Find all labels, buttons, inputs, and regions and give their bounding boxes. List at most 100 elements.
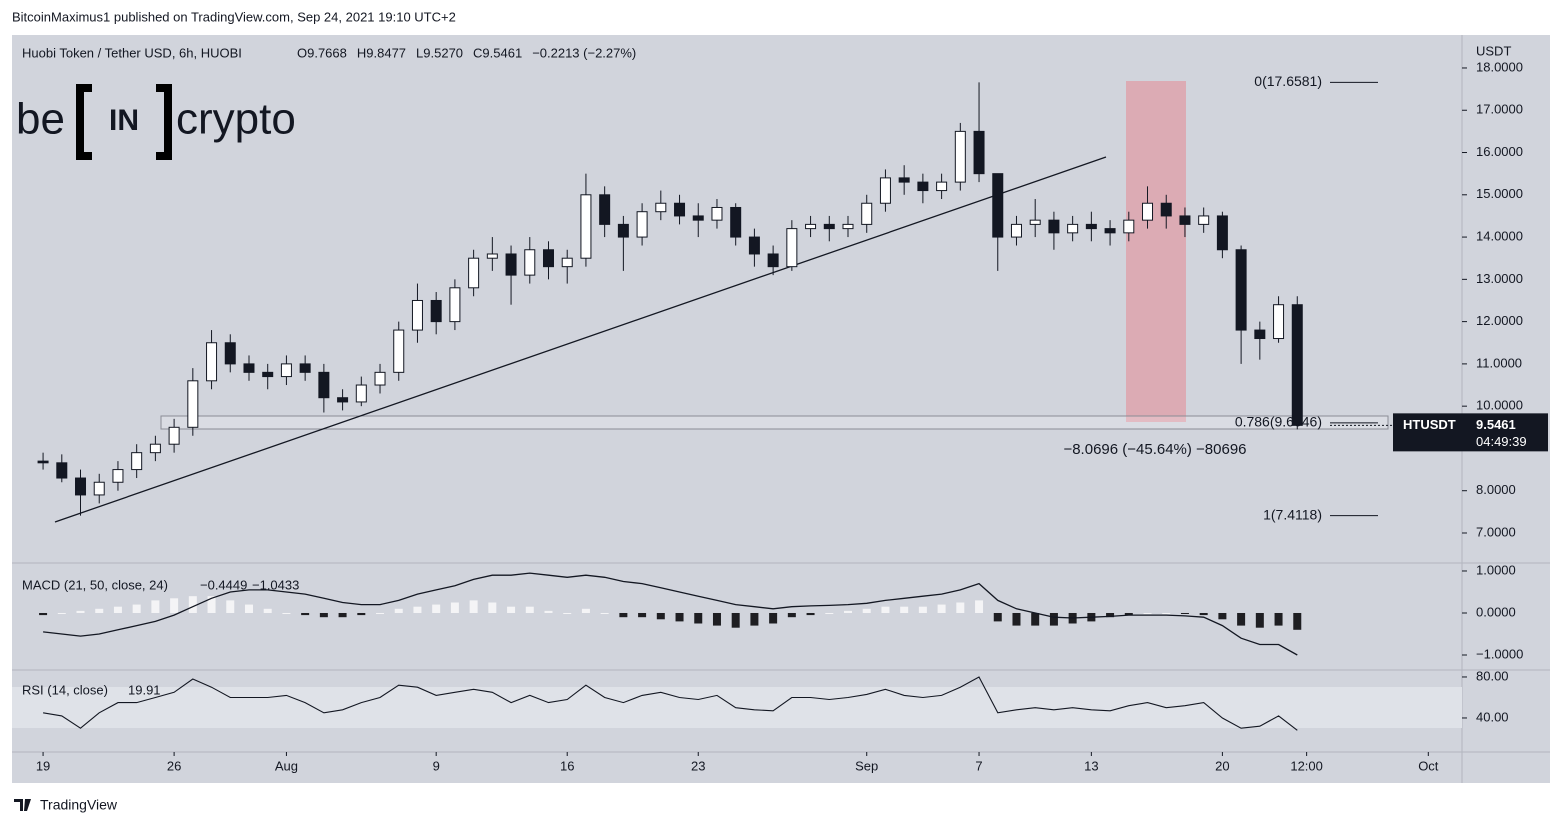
macd-histogram-bar [188,596,197,613]
candle-body [355,384,367,403]
candle-body [898,177,910,183]
logo-text: crypto [176,95,296,144]
candle-body [861,202,873,225]
candle-body [1216,215,1228,251]
support-box [160,415,1389,430]
candle-body [1235,249,1247,331]
price-tag-countdown: 04:49:39 [1476,434,1527,449]
macd-histogram-bar [226,600,235,613]
candle-body [187,380,199,428]
candle-body [468,257,480,289]
macd-histogram-bar [862,608,871,613]
macd-histogram-bar [956,602,965,613]
candle-body [1179,215,1191,225]
macd-histogram-bar [170,598,179,613]
rsi-label: RSI (14, close) [22,682,108,697]
symbol-title: Huobi Token / Tether USD, 6h, HUOBI [22,45,242,60]
macd-histogram-bar [1124,612,1133,616]
macd-histogram-bar [132,604,141,613]
x-tick-label: Oct [1418,758,1439,773]
macd-value: −0.4449 [200,577,247,592]
candle-body [75,477,87,496]
macd-histogram-bar [544,610,553,613]
y-tick-label: −1.0000 [1476,646,1523,661]
candle-body [561,257,573,268]
y-tick-label: 14.0000 [1476,229,1523,244]
x-tick-label: 16 [560,758,574,773]
x-tick-label: 13 [1084,758,1098,773]
candle-body [1048,219,1060,234]
ohlc-legend: O9.7668 [297,45,347,60]
macd-histogram-bar [1237,612,1246,626]
candle-body [842,223,854,230]
candle-body [280,363,292,378]
ohlc-legend: C9.5461 [473,45,522,60]
candle-body [823,223,835,230]
candle-body [786,228,798,268]
macd-histogram-bar [525,606,534,613]
macd-histogram-bar [638,612,647,618]
candle-body [936,181,948,192]
fib-label: 0(17.6581) [1254,73,1322,89]
candle-body [655,202,667,213]
macd-histogram-bar [263,608,272,613]
measurement-label: −8.0696 (−45.64%) −80696 [1063,441,1246,458]
rsi-value: 19.91 [128,682,161,697]
fib-label: 1(7.4118) [1263,506,1322,522]
macd-histogram-bar [1218,612,1227,620]
footer-brand: TradingView [40,797,118,813]
macd-histogram-bar [357,612,366,616]
macd-histogram-bar [432,604,441,613]
candle-body [599,194,611,225]
macd-line [43,572,1298,656]
macd-histogram-bar [488,602,497,613]
candle-body [580,194,592,259]
fib-label: 0.786(9.6046) [1235,414,1322,430]
macd-histogram-bar [244,604,253,613]
y-tick-label: 8.0000 [1476,482,1516,497]
y-tick-label: 12.0000 [1476,313,1523,328]
axis-unit: USDT [1476,43,1511,58]
candle-body [149,443,161,454]
logo-bracket [76,84,92,160]
logo-text: be [16,95,65,144]
candle-body [224,342,236,365]
logo: be IN crypto [16,84,296,160]
y-tick-label: 1.0000 [1476,562,1516,577]
candle-body [617,223,629,238]
macd-histogram-bar [694,612,703,624]
y-tick-label: 0.0000 [1476,604,1516,619]
candle-body [805,223,817,230]
macd-histogram-bar [1162,612,1171,614]
candle-body [1067,223,1079,234]
macd-histogram-bar [825,612,834,614]
macd-histogram-bar [787,612,796,618]
x-tick-label: 9 [433,758,440,773]
macd-histogram-bar [993,612,1002,622]
candle-body [1104,228,1116,234]
macd-histogram-bar [376,612,385,614]
candle-body [636,211,648,238]
macd-histogram-bar [413,606,422,613]
x-tick-label: Aug [275,758,298,773]
candle-body [1085,223,1097,230]
candle-body [337,397,349,403]
macd-histogram-bar [450,602,459,613]
macd-histogram-bar [1180,612,1189,614]
candle-body [674,202,686,217]
macd-histogram-bar [1012,612,1021,626]
macd-histogram-bar [1049,612,1058,626]
candle-body [524,249,536,276]
candle-body [262,371,274,378]
x-tick-label: 23 [691,758,705,773]
macd-histogram-bar [1199,612,1208,616]
macd-histogram-bar [563,612,572,614]
candle-body [1160,202,1172,217]
x-tick-label: 19 [36,758,50,773]
candle-body [393,329,405,373]
macd-label: MACD (21, 50, close, 24) [22,577,168,592]
macd-histogram-bar [95,608,104,613]
macd-histogram-bar [619,612,628,618]
candle-body [1198,215,1210,225]
